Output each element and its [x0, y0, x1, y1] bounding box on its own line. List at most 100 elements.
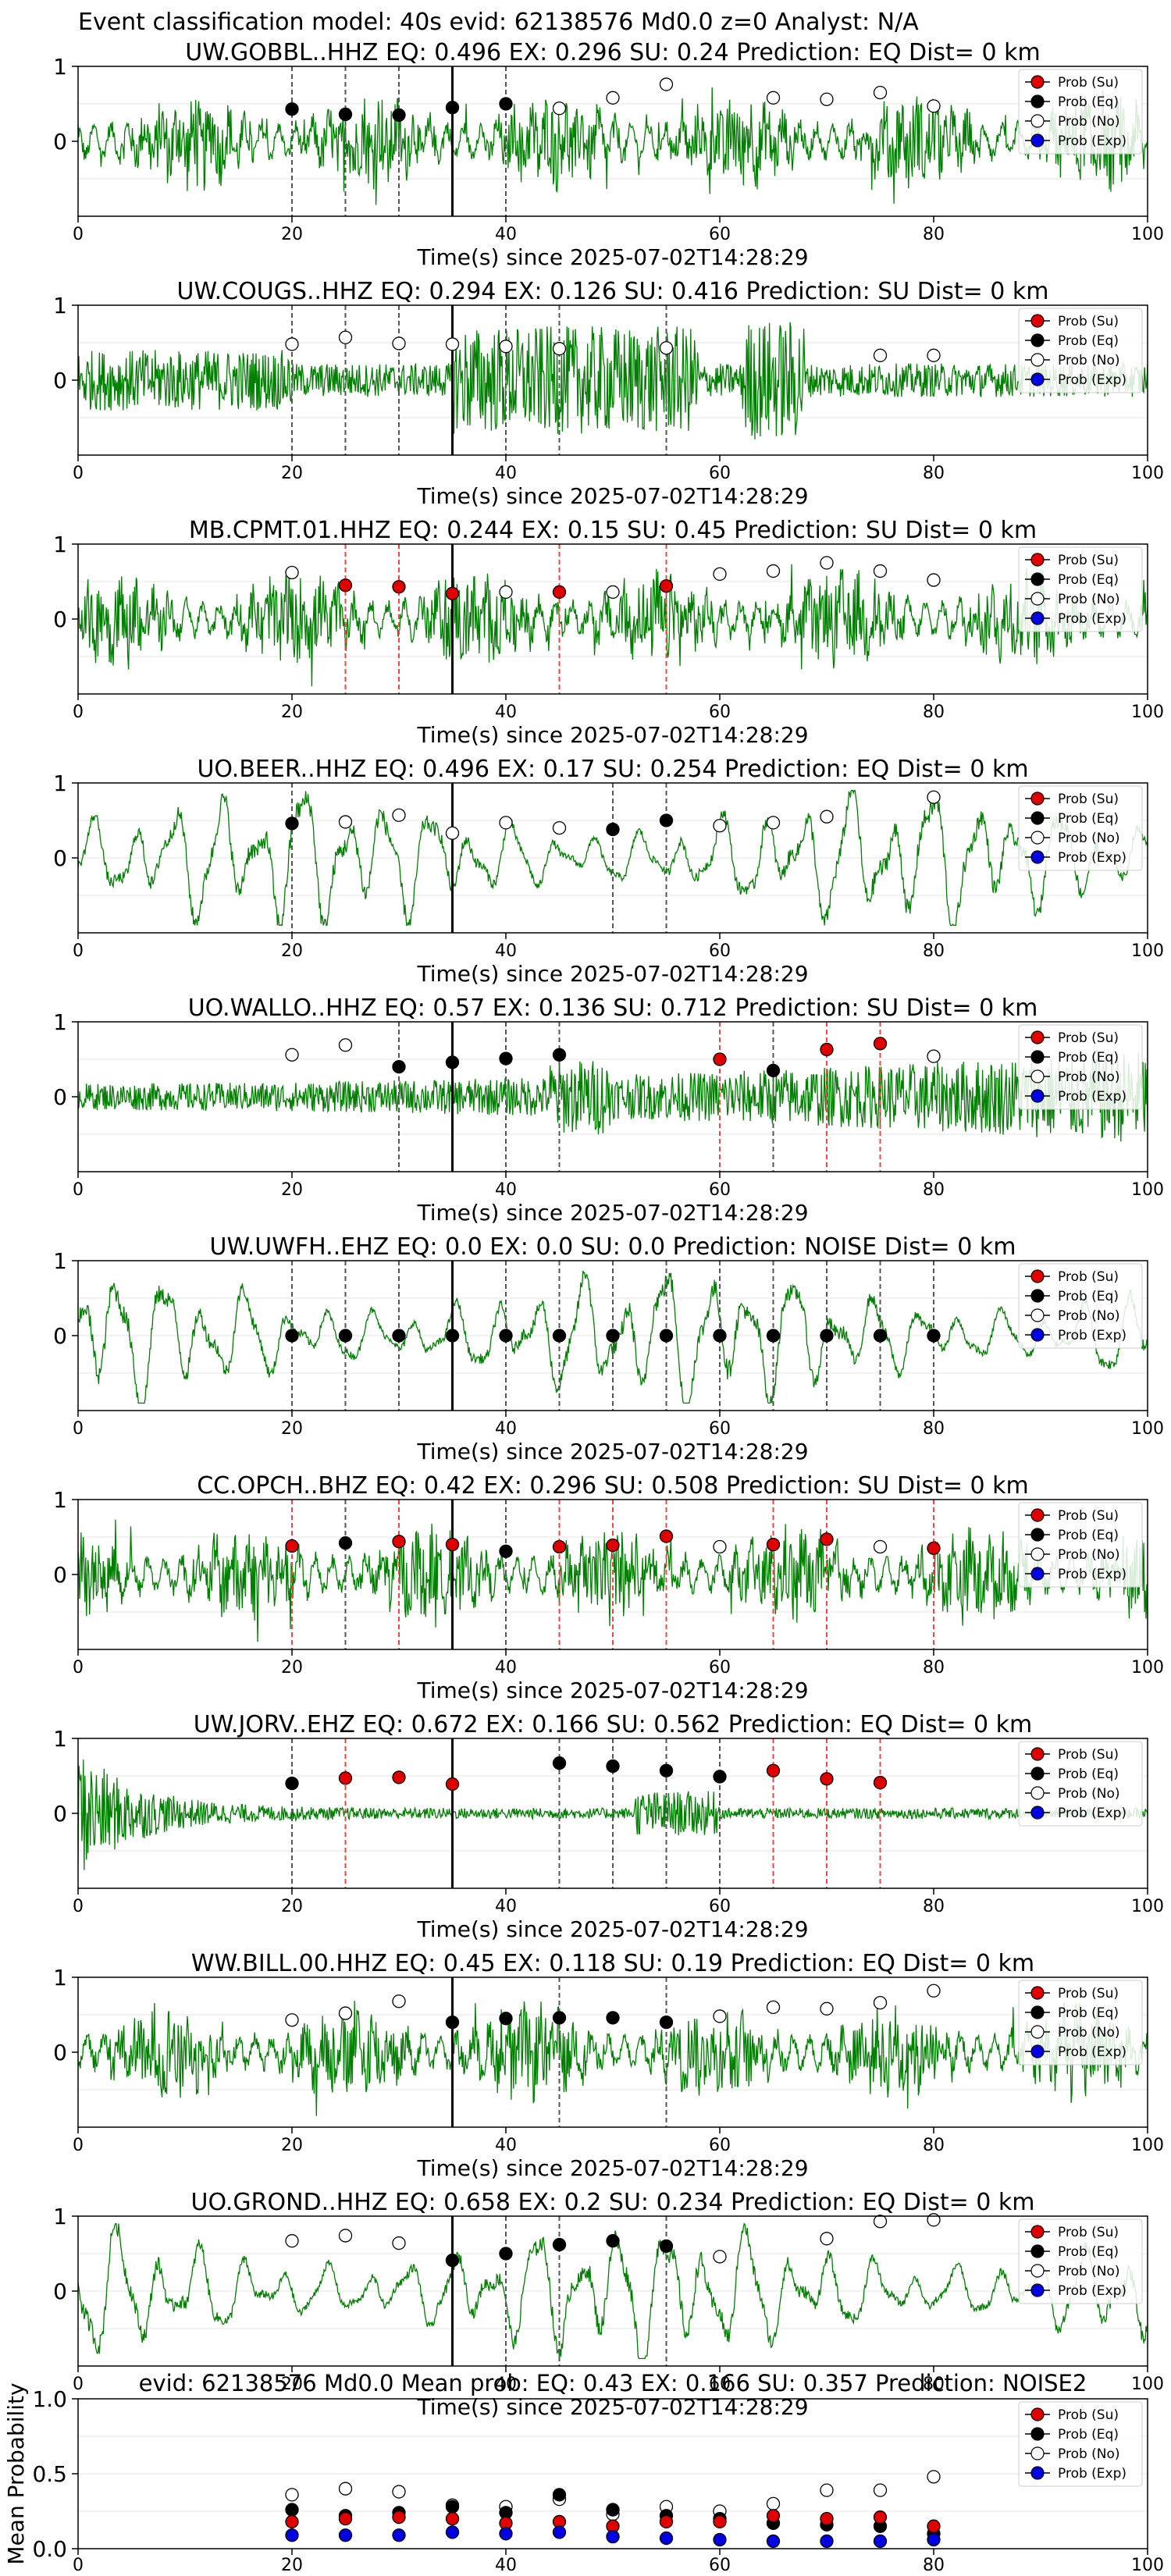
- xaxis-label: Time(s) since 2025-07-02T14:28:29: [416, 1678, 808, 1703]
- xaxis-label: Time(s) since 2025-07-02T14:28:29: [416, 961, 808, 987]
- legend-label-exp: Prob (Exp): [1058, 2283, 1127, 2299]
- waveform-trace: [78, 1759, 1148, 1870]
- prob-point-eq: [552, 1329, 567, 1343]
- legend-label-su: Prob (Su): [1058, 1030, 1119, 1046]
- legend-marker-no: [1030, 353, 1045, 367]
- prob-point-no: [713, 819, 727, 833]
- station-panel: MB.CPMT.01.HHZ EQ: 0.244 EX: 0.15 SU: 0.…: [53, 517, 1164, 748]
- prob-point-eq: [338, 1536, 353, 1550]
- prob-point-no: [927, 99, 941, 113]
- summary-point-su: [820, 2511, 834, 2526]
- legend-label-su: Prob (Su): [1058, 1747, 1119, 1763]
- prob-point-eq: [713, 1329, 727, 1343]
- xtick-label: 100: [1131, 1419, 1164, 1439]
- legend-marker-exp: [1030, 1089, 1045, 1103]
- waveform-trace: [78, 322, 1148, 439]
- xtick-label: 100: [1131, 464, 1164, 483]
- prob-point-no: [766, 91, 781, 105]
- xtick-label: 20: [281, 464, 303, 483]
- legend-marker-su: [1030, 1508, 1045, 1522]
- xtick-label: 40: [495, 1897, 517, 1916]
- prob-point-no: [927, 1984, 941, 1998]
- xtick-label: 0: [73, 2375, 84, 2394]
- prob-point-no: [552, 101, 567, 116]
- summary-point-exp: [766, 2534, 781, 2549]
- prob-point-su: [552, 585, 567, 600]
- xtick-label: 60: [709, 1658, 731, 1678]
- xtick-label: 0: [73, 464, 84, 483]
- xtick-label: 60: [709, 703, 731, 722]
- prob-point-su: [392, 1770, 406, 1784]
- xtick-label: 100: [1131, 225, 1164, 244]
- summary-point-eq: [445, 2500, 460, 2514]
- xtick-label: 100: [1131, 2556, 1164, 2575]
- xtick-label: 100: [1131, 703, 1164, 722]
- legend-marker-no: [1030, 2446, 1045, 2460]
- xtick-label: 40: [495, 1658, 517, 1678]
- legend-box: [1018, 308, 1143, 393]
- panel-title: UW.GOBBL..HHZ EQ: 0.496 EX: 0.296 SU: 0.…: [185, 39, 1040, 66]
- prob-point-no: [873, 1539, 888, 1554]
- prob-point-su: [820, 1042, 834, 1057]
- legend-marker-eq: [1030, 1289, 1045, 1303]
- xtick-label: 40: [495, 941, 517, 961]
- prob-point-no: [552, 342, 567, 356]
- xtick-label: 0: [73, 1897, 84, 1916]
- legend-box: [1018, 1024, 1143, 1110]
- ytick-label: 1: [53, 1726, 67, 1752]
- panel-plot-area: [78, 1022, 1148, 1172]
- panel-title: MB.CPMT.01.HHZ EQ: 0.244 EX: 0.15 SU: 0.…: [189, 517, 1037, 544]
- summary-point-exp: [659, 2531, 674, 2546]
- prob-point-eq: [392, 108, 406, 123]
- prob-point-no: [338, 330, 353, 344]
- ytick-label: 1: [53, 1487, 67, 1513]
- prob-point-su: [392, 1535, 406, 1549]
- station-panels: UW.GOBBL..HHZ EQ: 0.496 EX: 0.296 SU: 0.…: [53, 39, 1164, 2420]
- prob-point-no: [659, 77, 674, 91]
- legend-label-eq: Prob (Eq): [1058, 2005, 1119, 2021]
- panel-title: UO.WALLO..HHZ EQ: 0.57 EX: 0.136 SU: 0.7…: [188, 994, 1038, 1022]
- legend-marker-eq: [1030, 94, 1045, 109]
- legend-label-exp: Prob (Exp): [1058, 2466, 1127, 2482]
- xtick-label: 60: [709, 2136, 731, 2155]
- prob-point-su: [338, 578, 353, 592]
- legend-label-eq: Prob (Eq): [1058, 1767, 1119, 1782]
- xtick-label: 20: [281, 225, 303, 244]
- ytick-label: 1: [53, 2204, 67, 2229]
- panel-plot-area: [78, 1977, 1148, 2127]
- prob-point-su: [338, 1771, 353, 1785]
- legend-box: [1018, 1741, 1143, 1827]
- summary-point-no: [338, 2482, 353, 2496]
- prob-point-su: [766, 1763, 781, 1777]
- legend-marker-su: [1030, 1269, 1045, 1283]
- prob-point-no: [445, 337, 460, 351]
- legend-label-eq: Prob (Eq): [1058, 1528, 1119, 1543]
- prob-point-no: [338, 815, 353, 829]
- xtick-label: 80: [923, 2375, 945, 2394]
- station-panel: UW.JORV..EHZ EQ: 0.672 EX: 0.166 SU: 0.5…: [53, 1711, 1164, 1942]
- summary-point-su: [873, 2510, 888, 2524]
- prob-point-no: [713, 2250, 727, 2264]
- prob-point-su: [552, 1539, 567, 1554]
- prob-point-no: [445, 826, 460, 840]
- prob-point-eq: [927, 1329, 941, 1343]
- xtick-label: 40: [495, 2136, 517, 2155]
- legend-label-su: Prob (Su): [1058, 1986, 1119, 2001]
- ytick-label: 1: [53, 1965, 67, 1991]
- prob-point-no: [338, 2229, 353, 2243]
- station-panel: WW.BILL.00.HHZ EQ: 0.45 EX: 0.118 SU: 0.…: [53, 1950, 1164, 2181]
- prob-point-eq: [499, 97, 513, 111]
- summary-point-no: [873, 2483, 888, 2497]
- xtick-label: 40: [495, 1180, 517, 1200]
- prob-point-su: [766, 1537, 781, 1552]
- waveform-trace: [78, 564, 1148, 687]
- ytick-label: 0: [53, 2279, 67, 2304]
- xtick-label: 20: [281, 1658, 303, 1678]
- legend-marker-su: [1030, 553, 1045, 567]
- summary-point-exp: [499, 2527, 513, 2541]
- panel-title: UO.GROND..HHZ EQ: 0.658 EX: 0.2 SU: 0.23…: [190, 2189, 1034, 2216]
- legend-label-exp: Prob (Exp): [1058, 1328, 1127, 1343]
- xaxis-label: Time(s) since 2025-07-02T14:28:29: [416, 722, 808, 748]
- legend-label-su: Prob (Su): [1058, 553, 1119, 568]
- summary-panel: evid: 62138576 Md0.0 Mean prob: EQ: 0.43…: [3, 2370, 1164, 2575]
